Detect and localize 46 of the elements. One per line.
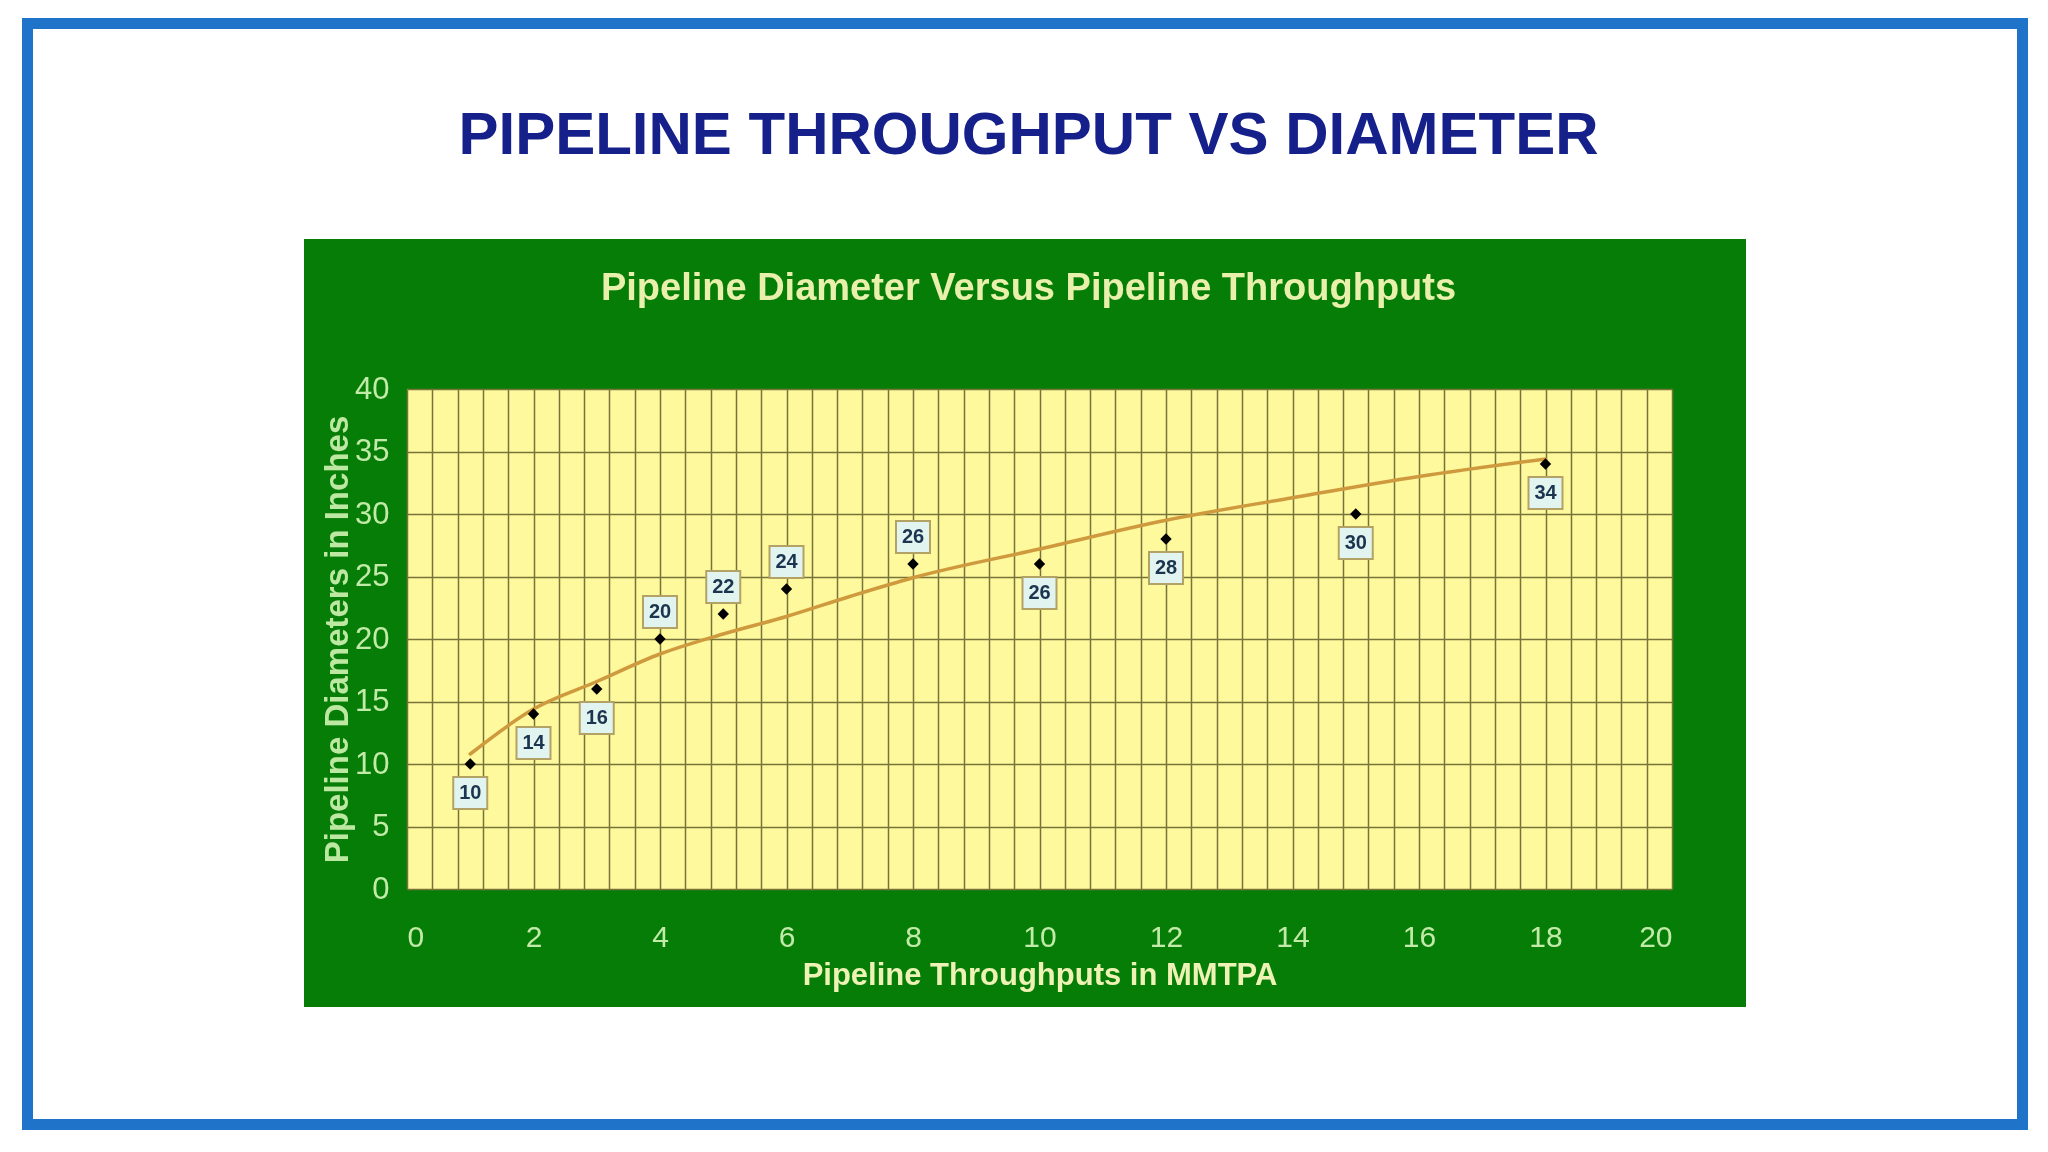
point: [1539, 458, 1552, 470]
x-tick-label: 6: [778, 919, 796, 953]
y-tick-label: 40: [355, 370, 390, 406]
data-label: 22: [712, 575, 735, 597]
x-tick-label: 2: [525, 919, 543, 953]
x-tick-label: 0: [407, 919, 425, 953]
data-label: 20: [648, 600, 672, 622]
y-tick-label: 10: [355, 745, 390, 781]
data-label: 28: [1154, 556, 1178, 578]
point: [780, 583, 793, 595]
point: [591, 683, 603, 695]
point: [654, 633, 666, 645]
chart-subtitle: Pipeline Diameter Versus Pipeline Throughputs: [600, 266, 1457, 308]
x-tick-label: 14: [1276, 919, 1310, 953]
x-tick-label: 8: [905, 919, 922, 953]
data-label: 14: [522, 731, 546, 753]
x-axis-title: Pipeline Throughputs in MMTPA: [802, 956, 1278, 992]
data-label: 10: [459, 781, 482, 803]
y-tick-label: 5: [372, 808, 390, 843]
chart-title: PIPELINE THROUGHPUT VS DIAMETER: [458, 100, 1599, 167]
data-label: 24: [775, 550, 799, 572]
y-axis-title: Pipeline Diameters in Inches: [318, 415, 356, 864]
point: [1160, 533, 1172, 545]
data-label: 16: [585, 706, 608, 728]
y-tick-label: 20: [355, 620, 390, 656]
y-tick-label: 30: [355, 495, 390, 531]
x-tick-label: 10: [1023, 919, 1057, 953]
point: [464, 758, 476, 770]
x-tick-label: 16: [1402, 919, 1437, 953]
y-tick-label: 35: [355, 433, 390, 468]
y-tick-label: 25: [355, 558, 390, 593]
point: [717, 608, 729, 620]
point: [907, 558, 919, 570]
y-tick-label: 0: [372, 870, 390, 906]
data-label: 26: [1028, 581, 1051, 603]
data-label: 26: [901, 525, 925, 547]
x-tick-label: 20: [1639, 919, 1673, 953]
point: [1350, 508, 1362, 520]
x-tick-label: 12: [1149, 919, 1184, 953]
x-tick-label: 18: [1529, 919, 1563, 953]
x-tick-label: 4: [652, 919, 669, 953]
data-label: 34: [1534, 481, 1558, 503]
point: [527, 708, 540, 720]
data-label: 30: [1344, 531, 1367, 553]
point: [1033, 558, 1046, 570]
y-tick-label: 15: [355, 683, 390, 718]
